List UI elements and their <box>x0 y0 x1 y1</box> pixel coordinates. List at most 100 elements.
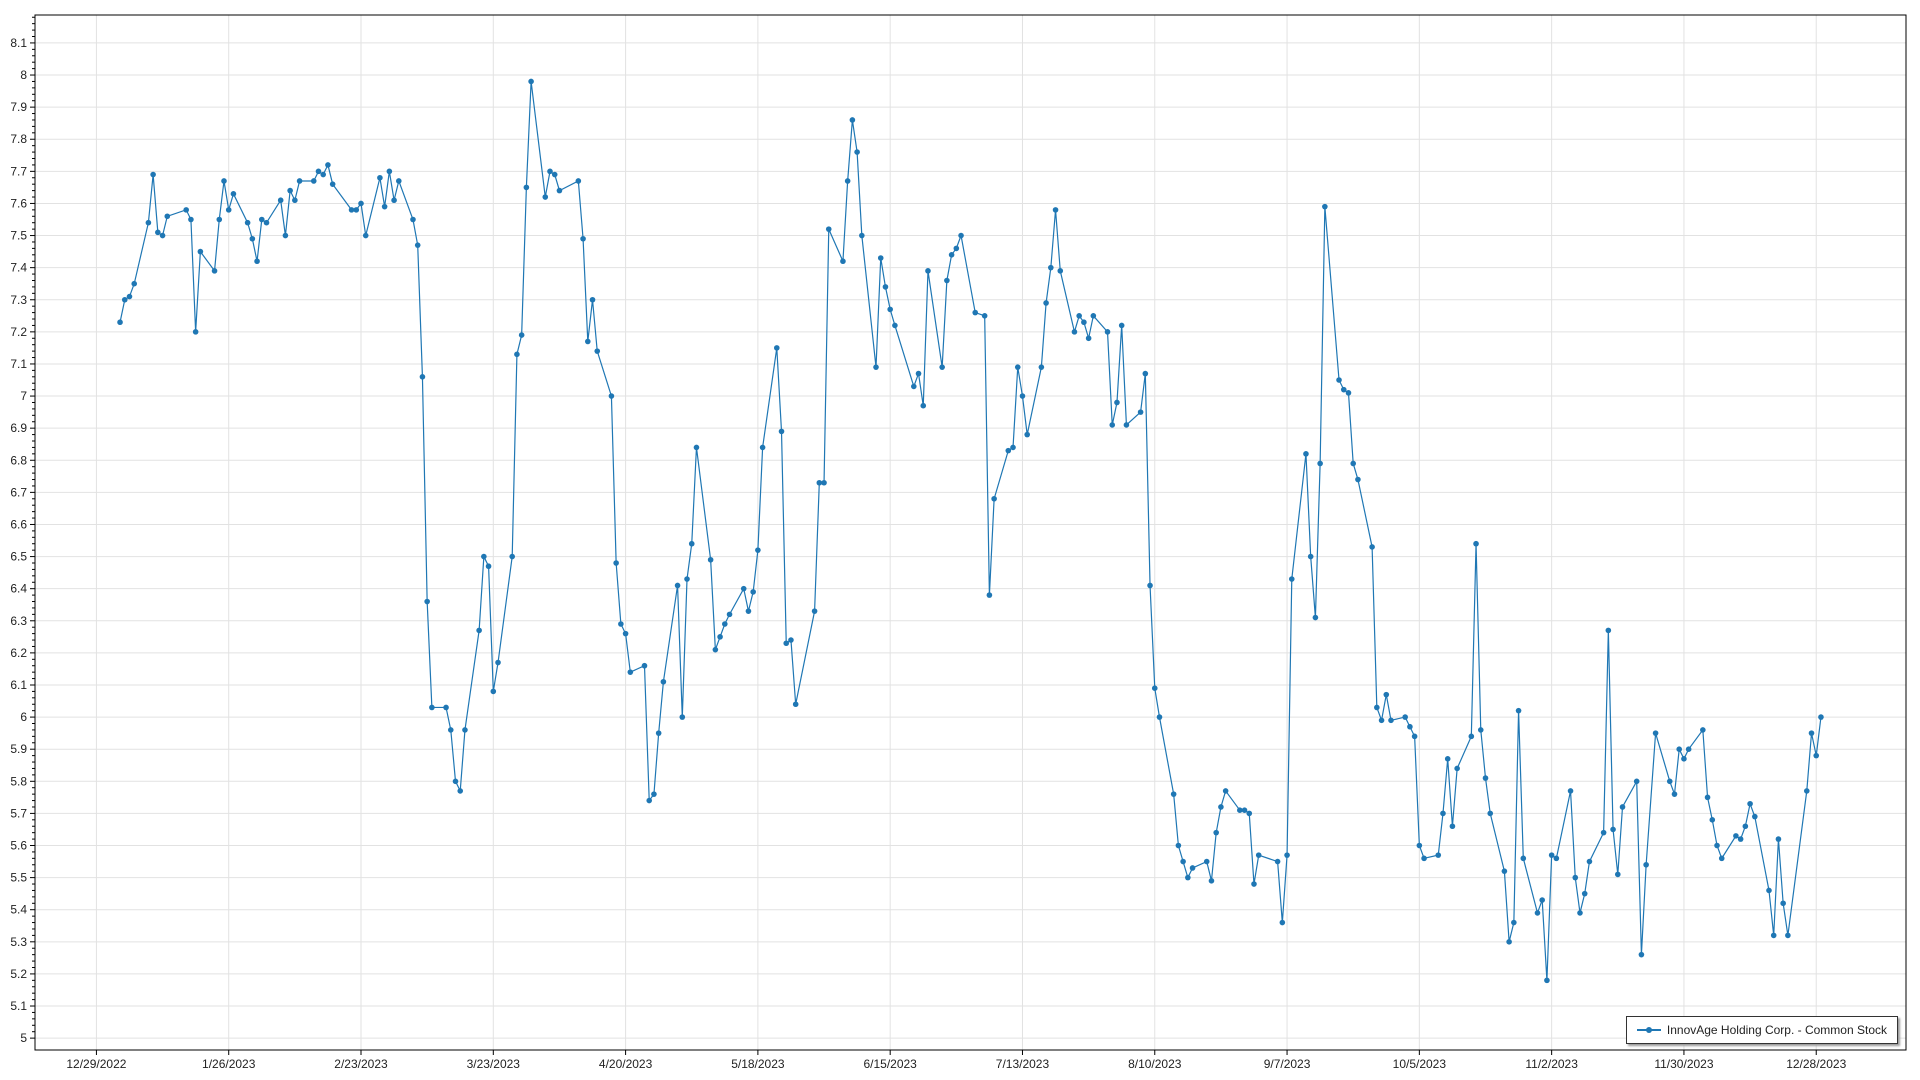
data-point <box>1544 977 1550 984</box>
data-point <box>1681 756 1687 762</box>
y-tick-label: 6.5 <box>10 550 27 564</box>
data-point <box>1019 393 1026 399</box>
data-point <box>1123 422 1130 428</box>
y-tick-label: 6.4 <box>10 582 27 596</box>
data-point <box>1114 399 1120 406</box>
data-point <box>476 627 482 634</box>
data-point <box>381 203 388 210</box>
data-point <box>1237 807 1243 813</box>
data-point <box>580 235 586 242</box>
x-tick-label: 9/7/2023 <box>1264 1057 1311 1071</box>
data-point <box>1317 460 1323 467</box>
data-point <box>1515 707 1522 714</box>
data-point <box>948 252 955 258</box>
data-point <box>1652 730 1659 736</box>
axes: 5 5.1 5.2 5.3 5.4 5.5 5.6 5.7 5.8 5.9 6 6.1 6.2 6.3 6.… <box>10 14 1907 1071</box>
data-point <box>1444 756 1451 762</box>
data-point <box>750 589 756 595</box>
data-point <box>452 778 459 785</box>
x-tick-label: 10/5/2023 <box>1393 1057 1447 1071</box>
data-point <box>892 322 898 329</box>
data-point <box>778 428 785 435</box>
x-tick-label: 12/28/2023 <box>1786 1057 1846 1071</box>
data-point <box>1118 322 1125 329</box>
y-tick-label: 7.8 <box>10 132 27 146</box>
y-tick-label: 5.5 <box>10 871 27 885</box>
x-tick-label: 12/29/2022 <box>66 1057 126 1071</box>
data-point <box>1775 836 1782 842</box>
data-point <box>1189 865 1196 871</box>
data-point <box>991 495 997 502</box>
data-point <box>712 646 719 653</box>
data-point <box>1581 890 1588 897</box>
data-point <box>1005 447 1012 454</box>
data-point <box>854 149 860 155</box>
data-point <box>1633 778 1640 785</box>
data-point <box>1454 765 1460 772</box>
data-point <box>197 248 204 255</box>
data-point <box>646 797 653 804</box>
data-point <box>1355 476 1361 483</box>
data-point <box>1553 855 1560 862</box>
data-point <box>211 268 218 274</box>
data-point <box>1780 900 1786 907</box>
data-point <box>773 345 780 351</box>
data-point <box>1071 329 1078 335</box>
data-point <box>1312 614 1319 621</box>
data-point <box>1614 871 1621 878</box>
data-point <box>386 168 393 175</box>
data-point <box>443 704 449 711</box>
data-point <box>1785 932 1791 939</box>
data-point <box>1288 576 1295 582</box>
data-point <box>1619 804 1626 810</box>
data-point <box>641 662 648 669</box>
y-tick-label: 7.6 <box>10 196 27 210</box>
data-point <box>353 207 360 213</box>
data-point <box>1449 823 1456 830</box>
data-point <box>216 216 223 223</box>
y-tick-label: 6.9 <box>10 421 27 435</box>
x-tick-label: 11/2/2023 <box>1525 1057 1578 1071</box>
data-point <box>1350 460 1357 467</box>
data-point <box>1255 852 1262 858</box>
data-point <box>1208 878 1215 884</box>
data-point <box>1081 319 1087 326</box>
data-point <box>495 659 501 666</box>
data-point <box>1340 386 1347 393</box>
data-point <box>1511 919 1517 926</box>
data-point <box>844 178 851 184</box>
data-point <box>811 608 818 614</box>
data-point <box>254 258 260 265</box>
data-point <box>920 402 927 409</box>
data-point <box>348 207 355 213</box>
x-tick-label: 4/20/2023 <box>599 1057 653 1071</box>
data-point <box>1671 791 1678 797</box>
data-point <box>1402 714 1408 720</box>
data-point <box>523 184 530 191</box>
data-point <box>1014 364 1021 370</box>
data-point <box>362 232 369 239</box>
data-point <box>1151 685 1158 691</box>
data-point <box>1048 264 1054 271</box>
data-point <box>481 553 487 560</box>
data-point <box>1251 881 1257 887</box>
data-point <box>150 171 156 178</box>
data-point <box>1440 810 1446 817</box>
data-point <box>986 592 993 598</box>
y-tick-label: 6.2 <box>10 646 27 660</box>
y-tick-label: 6.1 <box>10 678 27 692</box>
legend: InnovAge Holding Corp. - Common Stock <box>1625 1016 1898 1044</box>
grid <box>35 15 1906 1050</box>
data-point <box>547 168 553 175</box>
data-point <box>325 162 331 168</box>
data-point <box>1718 855 1725 862</box>
data-point <box>159 232 166 239</box>
data-point <box>310 178 317 184</box>
data-point <box>684 576 690 582</box>
data-point <box>145 219 152 226</box>
data-point <box>1274 858 1281 865</box>
data-point <box>131 280 138 287</box>
data-point <box>1813 752 1820 759</box>
data-point <box>1737 836 1744 842</box>
data-point <box>1610 826 1616 833</box>
